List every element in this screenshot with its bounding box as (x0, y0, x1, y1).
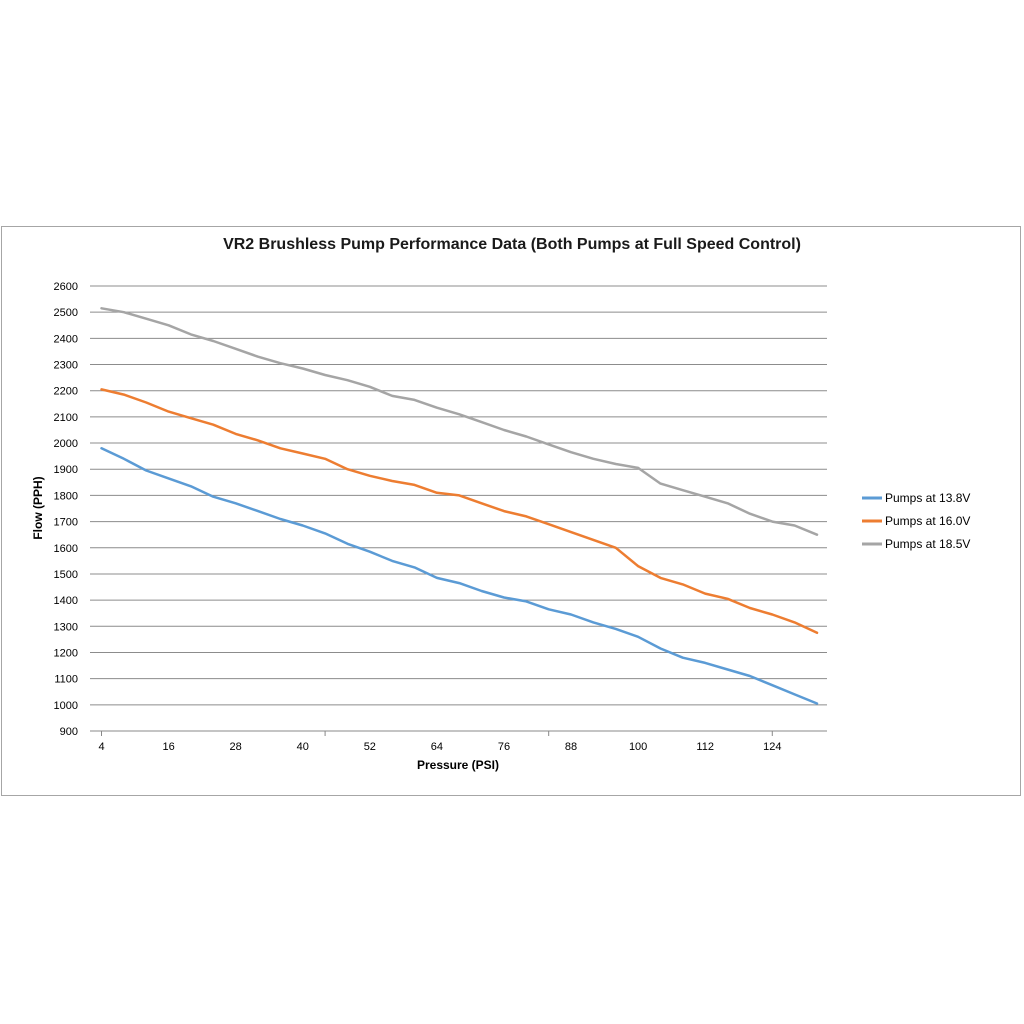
y-tick-label: 1800 (54, 490, 78, 502)
x-axis-ticks: 4 16 28 40 52 64 76 88 100 112 124 (98, 731, 781, 753)
y-tick-label: 1700 (54, 517, 78, 529)
y-tick-label: 2300 (54, 360, 78, 372)
y-axis-label: Flow (PPH) (31, 476, 45, 539)
x-tick-label: 4 (98, 741, 104, 753)
series-line-1 (100, 388, 819, 635)
chart-title: VR2 Brushless Pump Performance Data (Bot… (223, 236, 801, 253)
chart-frame (1, 226, 1021, 796)
y-tick-label: 1400 (54, 595, 78, 607)
x-tick-label: 88 (565, 741, 577, 753)
x-axis-label: Pressure (PSI) (417, 758, 499, 772)
y-tick-label: 2500 (54, 307, 78, 319)
series-lines (100, 307, 819, 705)
legend-label: Pumps at 13.8V (885, 491, 970, 505)
x-tick-label: 52 (364, 741, 376, 753)
x-tick-label: 124 (763, 741, 781, 753)
y-tick-label: 1300 (54, 621, 78, 633)
y-tick-label: 2100 (54, 412, 78, 424)
legend-label: Pumps at 16.0V (885, 514, 970, 528)
y-tick-label: 2400 (54, 333, 78, 345)
x-tick-label: 112 (696, 741, 714, 753)
x-tick-label: 76 (498, 741, 510, 753)
y-tick-label: 1900 (54, 464, 78, 476)
y-tick-label: 900 (60, 726, 78, 738)
y-tick-label: 1100 (54, 674, 78, 686)
y-tick-label: 2000 (54, 438, 78, 450)
x-tick-label: 100 (629, 741, 647, 753)
y-axis-ticks: 900 1000 1100 1200 1300 1400 1500 1600 1700 1800 1… (54, 281, 78, 738)
y-tick-label: 1000 (54, 700, 78, 712)
y-tick-label: 1200 (54, 647, 78, 659)
y-tick-label: 1500 (54, 569, 78, 581)
y-tick-label: 2600 (54, 281, 78, 293)
legend: Pumps at 13.8V Pumps at 16.0V Pumps at 18.… (862, 491, 970, 551)
series-line-0 (100, 447, 819, 705)
legend-label: Pumps at 18.5V (885, 537, 970, 551)
y-tick-label: 1600 (54, 543, 78, 555)
y-tick-label: 2200 (54, 386, 78, 398)
x-tick-label: 28 (230, 741, 242, 753)
x-tick-label: 40 (297, 741, 309, 753)
x-tick-label: 64 (431, 741, 443, 753)
series-line-2 (100, 307, 819, 536)
x-tick-label: 16 (162, 741, 174, 753)
